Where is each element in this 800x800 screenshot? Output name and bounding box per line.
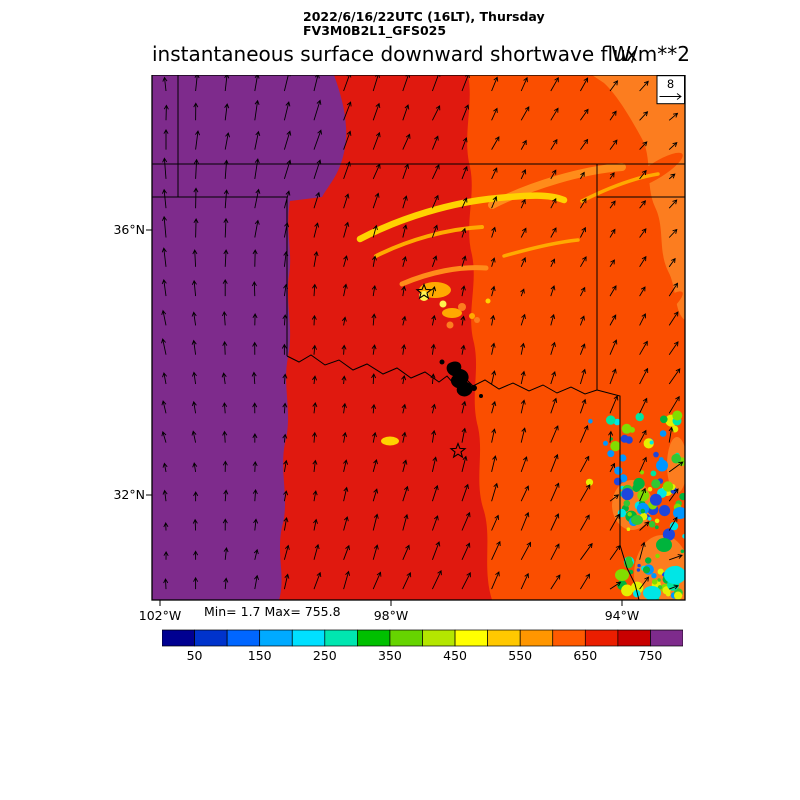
cloud-speckle-field bbox=[585, 410, 685, 600]
svg-text:50: 50 bbox=[187, 648, 203, 663]
flux-field-purple bbox=[152, 75, 347, 600]
units-label: W/m**2 bbox=[611, 42, 690, 66]
lon-tick-label-94w: 94°W bbox=[604, 608, 640, 623]
svg-text:650: 650 bbox=[573, 648, 597, 663]
lat-tick-label-32n: 32°N bbox=[113, 487, 145, 502]
svg-text:450: 450 bbox=[443, 648, 467, 663]
lon-tick-label-102w: 102°W bbox=[138, 608, 182, 623]
svg-text:750: 750 bbox=[639, 648, 663, 663]
reference-arrow-icon bbox=[659, 93, 682, 100]
city-star-markers bbox=[415, 282, 467, 459]
valid-time-label: 2022/6/16/22UTC (16LT), Thursday bbox=[303, 9, 545, 24]
model-run-label: FV3M0B2L1_GFS025 bbox=[303, 23, 447, 38]
reference-vector-box: 8 bbox=[656, 75, 685, 105]
map-canvas: 8 bbox=[146, 75, 686, 606]
svg-text:350: 350 bbox=[378, 648, 402, 663]
plot-title: instantaneous surface downward shortwave… bbox=[152, 42, 638, 66]
lat-tick-label-36n: 36°N bbox=[113, 222, 145, 237]
svg-text:550: 550 bbox=[508, 648, 532, 663]
reference-vector-value: 8 bbox=[667, 77, 674, 91]
svg-text:150: 150 bbox=[248, 648, 272, 663]
minmax-label: Min= 1.7 Max= 755.8 bbox=[204, 604, 341, 619]
map-frame bbox=[151, 75, 686, 601]
colorbar: 50 150 250 350 450 550 650 750 bbox=[162, 629, 683, 663]
axis-ticks bbox=[146, 229, 623, 606]
wind-vector-arrows bbox=[161, 75, 684, 590]
red-river bbox=[286, 354, 598, 395]
lon-tick-label-98w: 98°W bbox=[373, 608, 409, 623]
svg-text:250: 250 bbox=[313, 648, 337, 663]
